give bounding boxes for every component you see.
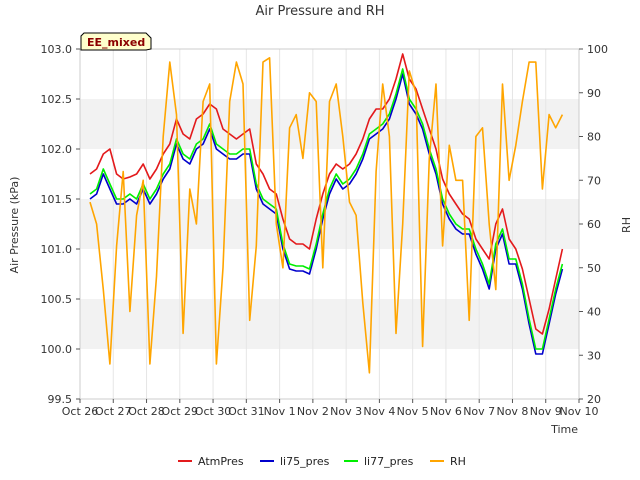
legend-label-rh: RH (450, 455, 466, 468)
x-tick-label: Oct 30 (195, 405, 232, 418)
y2-tick-label: 90 (587, 87, 601, 100)
y-tick-label: 100.5 (41, 293, 73, 306)
legend-label-li77-pres: li77_pres (364, 455, 414, 468)
y-tick-label: 99.5 (48, 393, 73, 406)
x-tick-label: Nov 3 (330, 405, 362, 418)
x-tick-label: Oct 27 (95, 405, 132, 418)
x-tick-label: Nov 4 (363, 405, 395, 418)
y2-tick-label: 20 (587, 393, 601, 406)
x-tick-label: Nov 5 (397, 405, 429, 418)
grid-band (80, 299, 579, 349)
x-tick-label: Oct 26 (62, 405, 99, 418)
series-lines (89, 53, 564, 374)
badge: EE_mixed (80, 32, 152, 51)
y-axis-label: Air Pressure (kPa) (8, 177, 21, 274)
y2-tick-label: 100 (587, 43, 608, 56)
y-tick-label: 100.0 (41, 343, 73, 356)
y2-tick-label: 70 (587, 174, 601, 187)
y-tick-label: 102.5 (41, 93, 73, 106)
y2-axis-ticks: 20 30 40 50 60 70 80 90 100 (579, 43, 608, 406)
y2-tick-label: 30 (587, 349, 601, 362)
x-tick-label: Nov 9 (530, 405, 562, 418)
grid-bands (80, 99, 579, 349)
badge-box (80, 32, 152, 51)
x-tick-label: Oct 28 (128, 405, 165, 418)
x-tick-label: Nov 2 (297, 405, 329, 418)
y-tick-label: 102.0 (41, 143, 73, 156)
x-tick-label: Nov 8 (496, 405, 528, 418)
y-tick-label: 103.0 (41, 43, 73, 56)
x-axis-label: Time (550, 423, 578, 436)
series-line-rh (89, 56, 564, 374)
badge-label: EE_mixed (87, 36, 145, 49)
series-line-li75-pres (89, 73, 564, 355)
y2-tick-label: 50 (587, 262, 601, 275)
x-tick-label: Nov 7 (463, 405, 495, 418)
y2-tick-label: 40 (587, 306, 601, 319)
y2-axis-label: RH (620, 217, 633, 233)
x-tick-label: Oct 31 (228, 405, 265, 418)
x-tick-label: Nov 6 (430, 405, 462, 418)
x-tick-label: Nov 1 (264, 405, 296, 418)
legend-label-li75-pres: li75_pres (280, 455, 330, 468)
y2-tick-label: 80 (587, 131, 601, 144)
x-tick-label: Oct 29 (162, 405, 199, 418)
legend-label-atmpres: AtmPres (198, 455, 244, 468)
x-tick-label: Nov 10 (560, 405, 599, 418)
y-tick-label: 101.5 (41, 193, 73, 206)
y2-tick-label: 60 (587, 218, 601, 231)
y-tick-label: 101.0 (41, 243, 73, 256)
y-axis-ticks: 99.5 100.0 100.5 101.0 101.5 102.0 102.5 103.0 (41, 43, 80, 406)
legend: AtmPres li75_pres li77_pres RH (178, 455, 466, 468)
chart-title: Air Pressure and RH (255, 4, 384, 19)
